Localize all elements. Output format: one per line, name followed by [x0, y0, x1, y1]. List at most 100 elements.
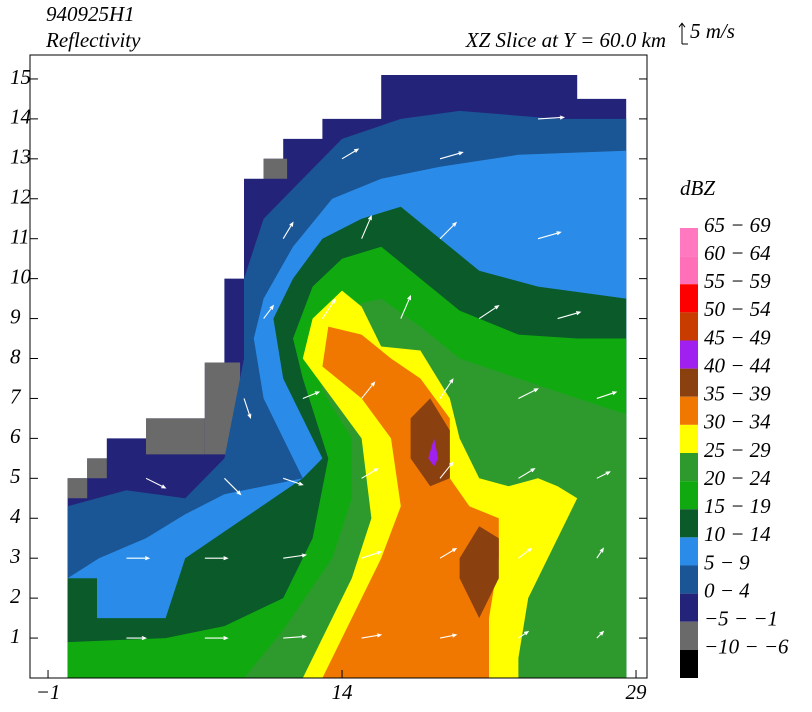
wind-vector [439, 378, 454, 399]
legend-swatch [680, 453, 698, 482]
contour-region [459, 526, 499, 619]
contour-region [263, 158, 288, 179]
legend-label: 5 − 9 [704, 550, 750, 574]
wind-vector [361, 550, 383, 559]
legend-swatch [680, 509, 698, 538]
y-tick-label: 13 [10, 145, 31, 169]
wind-vector [283, 477, 304, 486]
wind-vector [283, 634, 308, 639]
wind-vector [126, 635, 148, 641]
x-tick-label: 29 [626, 680, 648, 704]
wind-vector [439, 221, 458, 240]
wind-vector [361, 633, 383, 639]
contour-region [87, 458, 107, 479]
wind-vector [361, 381, 376, 399]
y-tick-label: 5 [10, 464, 21, 488]
y-tick-label: 9 [10, 304, 21, 328]
legend-swatch [680, 537, 698, 566]
wind-vector [361, 467, 379, 479]
legend-label: 15 − 19 [704, 494, 771, 518]
legend-swatch [680, 565, 698, 594]
legend-label: 25 − 29 [704, 438, 771, 462]
wind-vector [263, 304, 275, 319]
wind-vector [537, 115, 566, 120]
chart-subtitle: Reflectivity [45, 28, 141, 52]
legend-label: −10 − −6 [704, 635, 789, 659]
x-tick-label: 14 [332, 680, 354, 704]
wind-vector [557, 311, 582, 320]
legend-label: 0 − 4 [704, 578, 750, 602]
y-tick-label: 8 [10, 344, 21, 368]
chart-title: 940925H1 [46, 2, 135, 26]
legend-label: 10 − 14 [704, 522, 771, 546]
wind-vector [302, 391, 321, 399]
legend-label: 35 − 39 [703, 382, 771, 406]
legend-swatch [680, 396, 698, 425]
wind-vector [282, 221, 294, 239]
contour-region [67, 478, 88, 499]
y-tick-label: 3 [9, 544, 21, 568]
legend-label: −5 − −1 [704, 607, 778, 631]
legend-label: 60 − 64 [704, 241, 771, 265]
legend-swatch [680, 312, 698, 341]
y-tick-label: 2 [10, 584, 21, 608]
wind-vector [341, 148, 360, 160]
wind-vector [439, 547, 458, 559]
legend-swatch [680, 649, 698, 678]
y-tick-label: 10 [10, 264, 32, 288]
wind-vector [596, 630, 605, 639]
wind-vector [537, 231, 562, 240]
legend-label: 55 − 59 [704, 269, 771, 293]
wind-vector [596, 391, 618, 399]
legend-label: 30 − 34 [703, 410, 771, 434]
wind-vector [243, 398, 252, 419]
y-tick-label: 11 [10, 225, 29, 249]
y-tick-label: 12 [10, 185, 32, 209]
legend-label: 40 − 44 [704, 353, 771, 377]
wind-vector [126, 556, 151, 561]
y-tick-label: 1 [10, 624, 21, 648]
wind-vector [204, 635, 229, 641]
wind-vector [439, 151, 464, 160]
legend-label: 65 − 69 [704, 213, 771, 237]
legend-label: 20 − 24 [704, 466, 771, 490]
y-tick-label: 4 [10, 504, 21, 528]
wind-vector [204, 556, 229, 561]
annotation: XZ Slice at Y = 60.0 km [465, 28, 666, 52]
legend-title: dBZ [680, 176, 715, 200]
wind-vector [518, 547, 533, 559]
wind-vector [145, 477, 167, 489]
wind-vector [518, 467, 536, 479]
wind-vector [321, 298, 337, 319]
wind-vector [596, 547, 605, 559]
y-tick-label: 14 [10, 105, 32, 129]
wind-vector [361, 215, 372, 239]
wind-vector [283, 553, 308, 559]
plot-frame [29, 54, 648, 679]
wind-vector [596, 471, 611, 479]
legend-swatch [680, 621, 698, 650]
legend-swatch [680, 481, 698, 510]
legend-swatch [680, 593, 698, 622]
contour-region [428, 438, 439, 467]
x-tick-label: −1 [36, 680, 61, 704]
vector-key-label: 5 m/s [690, 19, 735, 43]
wind-vector [439, 633, 458, 639]
vector-key-arrow [678, 22, 688, 45]
legend-label: 50 − 54 [704, 297, 771, 321]
legend-swatch [680, 284, 698, 313]
legend-swatch [680, 228, 698, 257]
contour-region [146, 418, 205, 455]
legend-label: 45 − 49 [704, 325, 771, 349]
wind-vector [400, 294, 411, 319]
legend-swatch [680, 368, 698, 397]
legend-swatch [680, 340, 698, 369]
wind-vector [518, 630, 530, 639]
contour-region [410, 398, 450, 487]
y-tick-label: 7 [10, 384, 22, 408]
contour-region [322, 326, 499, 678]
wind-vector [439, 461, 454, 479]
wind-vector [224, 477, 242, 496]
y-tick-label: 6 [10, 424, 21, 448]
